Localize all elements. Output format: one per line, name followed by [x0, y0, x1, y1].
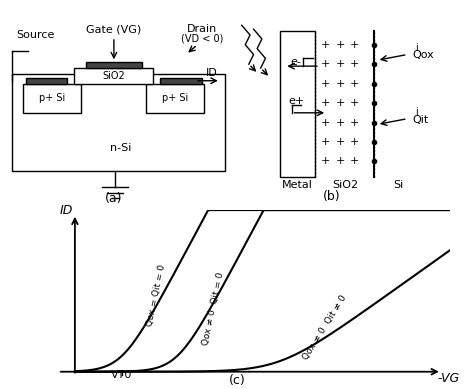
Text: Qit: Qit [412, 115, 428, 124]
Text: +: + [321, 137, 330, 147]
Text: +: + [336, 137, 345, 147]
Text: (b): (b) [323, 190, 341, 203]
Text: VT0: VT0 [111, 370, 133, 380]
Bar [26, 78, 67, 84]
Text: +: + [321, 98, 330, 108]
Text: Gate (VG): Gate (VG) [86, 24, 142, 34]
Text: Qox = Qit = 0: Qox = Qit = 0 [145, 264, 167, 328]
Text: +: + [321, 117, 330, 128]
Bar [23, 84, 82, 113]
Text: +: + [350, 137, 359, 147]
Text: Drain: Drain [187, 24, 217, 34]
Text: +: + [321, 156, 330, 166]
Text: i: i [415, 43, 418, 53]
Text: p+ Si: p+ Si [162, 93, 189, 103]
Text: (c): (c) [228, 374, 246, 387]
Text: ID: ID [60, 203, 73, 217]
Text: +: + [336, 98, 345, 108]
Text: Si: Si [393, 180, 403, 190]
Text: +: + [336, 156, 345, 166]
Text: -VG: -VG [437, 372, 459, 385]
Text: n-Si: n-Si [110, 143, 132, 153]
Text: i: i [415, 107, 418, 117]
Bar [160, 78, 202, 84]
Text: Metal: Metal [282, 180, 313, 190]
Text: (VD < 0): (VD < 0) [181, 34, 223, 44]
Text: Qox ≠ 0  Qit ≠ 0: Qox ≠ 0 Qit ≠ 0 [301, 294, 348, 362]
Text: +: + [350, 59, 359, 69]
Text: +: + [350, 40, 359, 50]
Bar [74, 68, 154, 84]
Text: +: + [350, 156, 359, 166]
Text: Qox ≠ 0  Qit = 0: Qox ≠ 0 Qit = 0 [201, 272, 225, 346]
Text: +: + [321, 59, 330, 69]
Text: +: + [336, 59, 345, 69]
Text: +: + [350, 79, 359, 89]
Text: +: + [350, 98, 359, 108]
Text: SiO2: SiO2 [102, 71, 125, 81]
Text: +: + [336, 79, 345, 89]
Text: +: + [321, 40, 330, 50]
Text: +: + [350, 117, 359, 128]
Text: e-: e- [291, 57, 301, 67]
Bar [280, 31, 315, 177]
Bar [12, 74, 225, 171]
Text: Qox: Qox [412, 51, 434, 60]
Text: SiO2: SiO2 [332, 180, 358, 190]
Text: +: + [321, 79, 330, 89]
Text: e+: e+ [288, 96, 304, 106]
Text: p+ Si: p+ Si [39, 93, 65, 103]
Text: ID: ID [206, 68, 217, 78]
Text: Source: Source [16, 30, 55, 40]
Text: +: + [336, 117, 345, 128]
Text: +: + [336, 40, 345, 50]
Bar [86, 62, 142, 68]
Text: (a): (a) [105, 192, 123, 205]
Bar [146, 84, 204, 113]
